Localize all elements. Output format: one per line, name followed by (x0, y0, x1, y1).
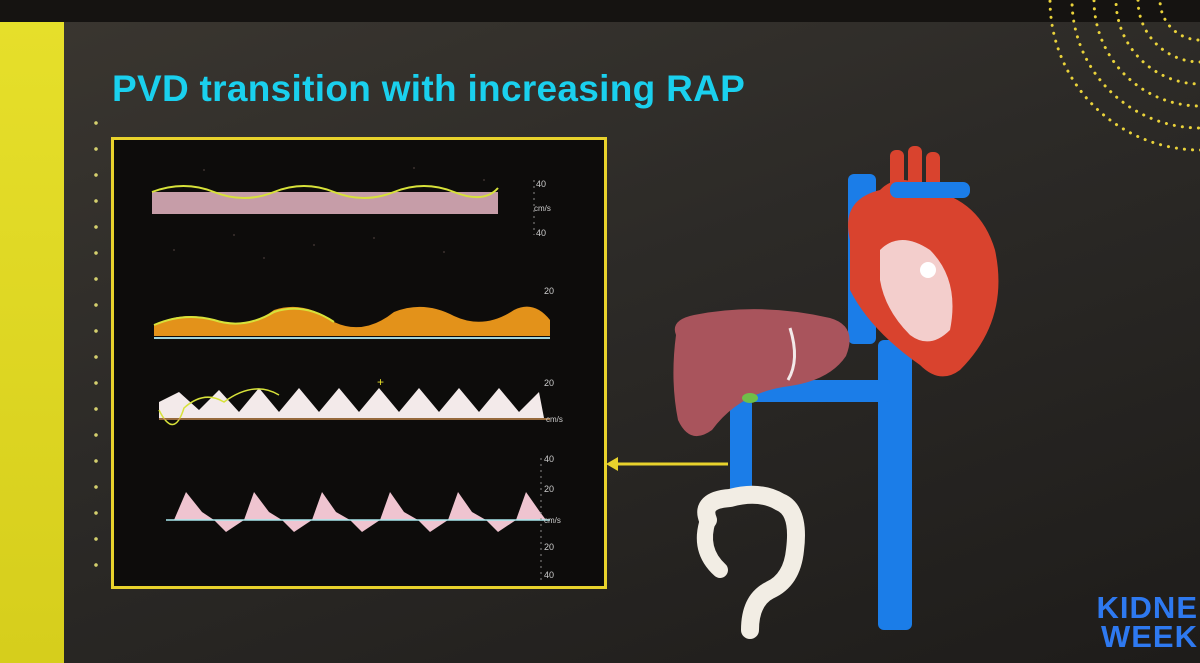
trace-4-label-40a: 40 (544, 454, 554, 464)
trace-4-label-unit: cm/s (544, 516, 561, 525)
trace-3-label-unit: cm/s (546, 415, 563, 424)
dot-pattern (86, 110, 106, 570)
anatomy-illustration (606, 146, 999, 639)
heart (848, 146, 999, 377)
doppler-trace-4: 40 20 cm/s 20 40 (166, 454, 561, 580)
trace-4-label-20b: 20 (544, 542, 554, 552)
liver (673, 309, 850, 437)
slide-title: PVD transition with increasing RAP (112, 68, 746, 109)
logo-line-1: KIDNE (1096, 590, 1198, 625)
doppler-panel: 40 cm/s 40 20 + 20 cm/s 40 20 cm/s (111, 137, 607, 589)
trace-4-label-20a: 20 (544, 484, 554, 494)
speckle-noise (173, 167, 485, 259)
trace-1-label-top: 40 (536, 179, 546, 189)
doppler-trace-3: + 20 cm/s (158, 375, 563, 426)
kidney-week-logo: KIDNE WEEK (1096, 590, 1198, 654)
trace-2-label-top: 20 (544, 286, 554, 296)
trace-1-label-bottom: 40 (536, 228, 546, 238)
logo-line-2: WEEK (1101, 619, 1198, 654)
trace-1-label-unit: cm/s (534, 204, 551, 213)
trace-4-label-40b: 40 (544, 570, 554, 580)
svg-text:+: + (377, 375, 384, 389)
trace-3-label-top: 20 (544, 378, 554, 388)
doppler-trace-2: 20 (153, 286, 554, 339)
intestines (697, 485, 805, 639)
yellow-side-bar (0, 22, 64, 663)
dotted-arcs-decoration (1048, 0, 1200, 152)
arrow-to-panel (606, 457, 728, 471)
doppler-trace-1: 40 cm/s 40 (151, 179, 551, 238)
